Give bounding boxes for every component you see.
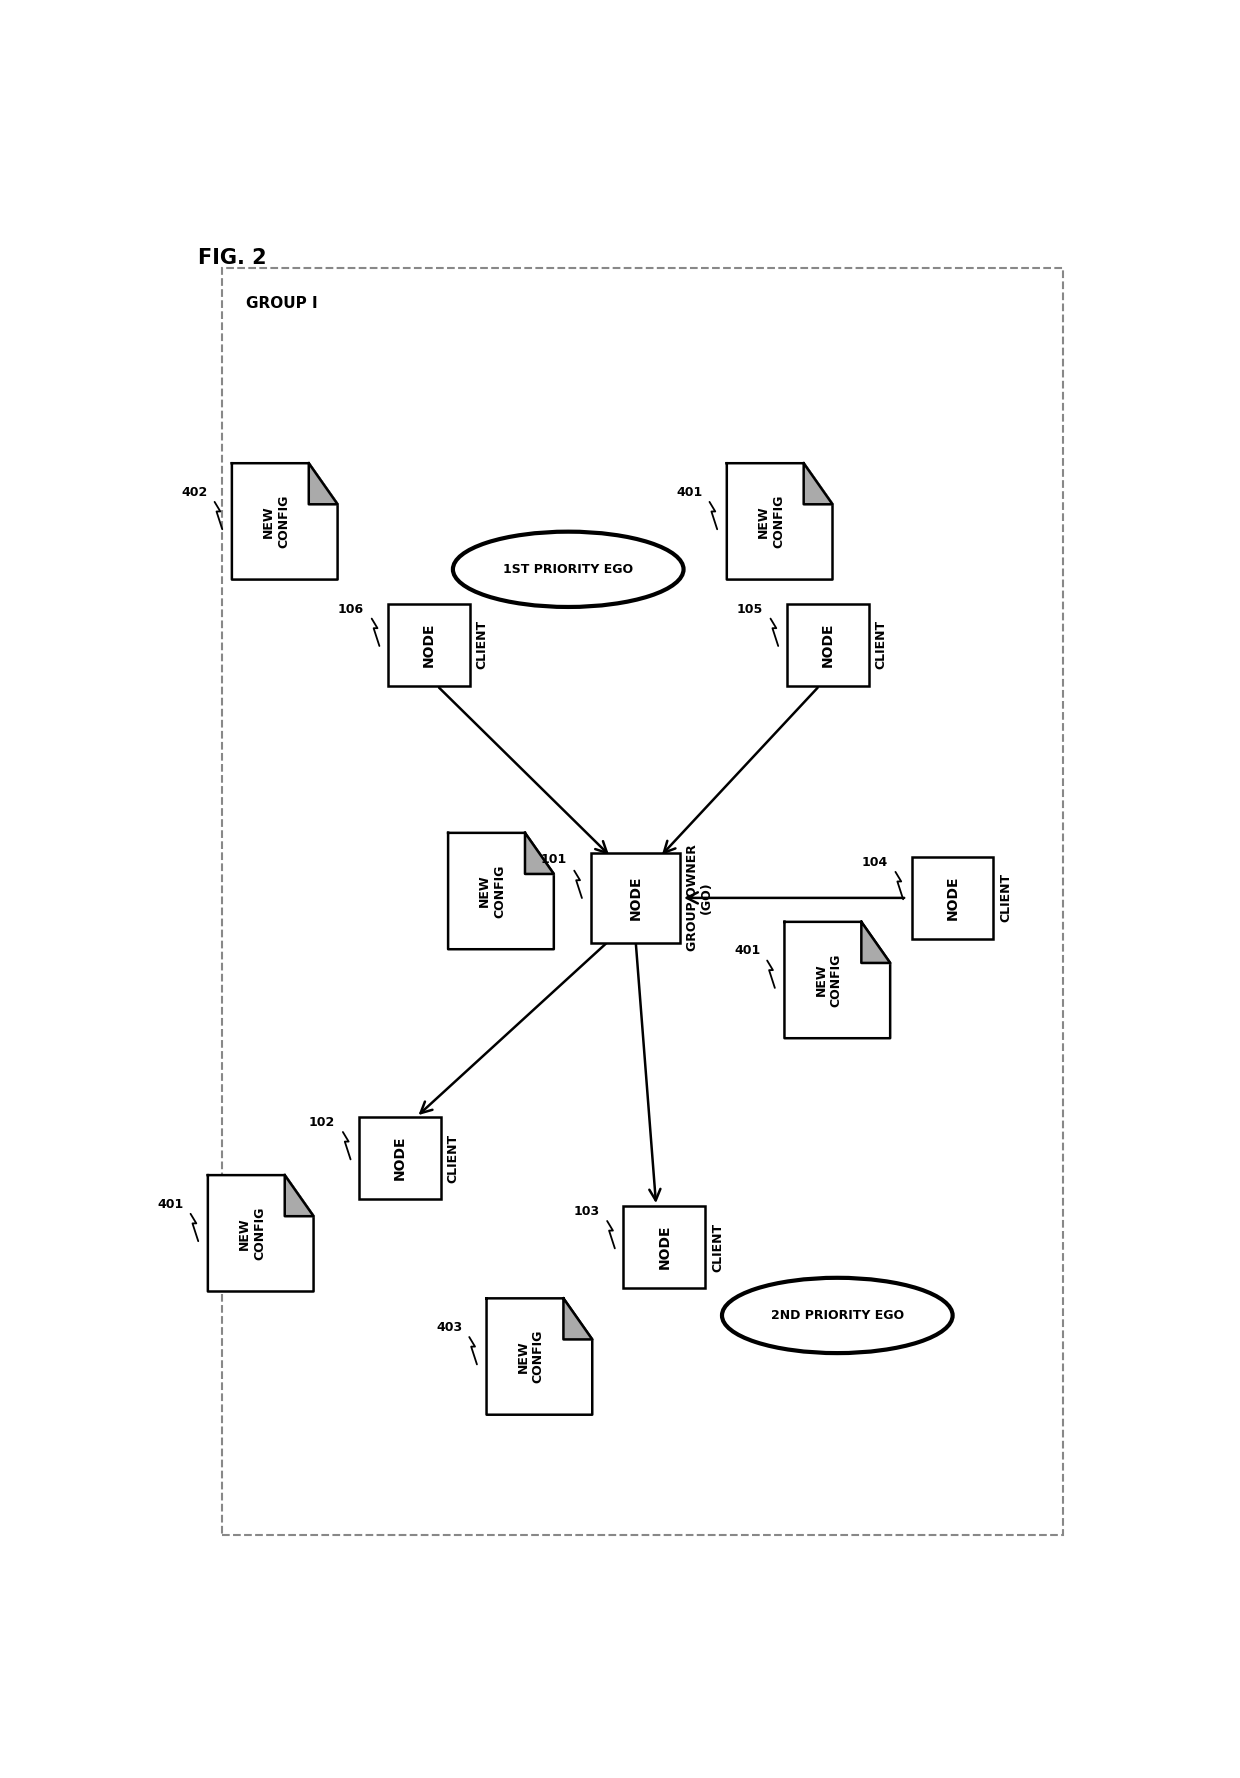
- Polygon shape: [486, 1298, 593, 1415]
- Bar: [360, 1117, 441, 1198]
- Ellipse shape: [453, 532, 683, 606]
- Text: NEW
CONFIG: NEW CONFIG: [479, 864, 506, 917]
- Text: NEW
CONFIG: NEW CONFIG: [262, 494, 290, 548]
- Polygon shape: [309, 464, 337, 505]
- Text: NODE: NODE: [821, 622, 835, 667]
- Polygon shape: [785, 921, 890, 1038]
- Text: CLIENT: CLIENT: [475, 621, 489, 669]
- Text: NODE: NODE: [946, 875, 960, 921]
- Polygon shape: [448, 832, 554, 949]
- Bar: [787, 603, 868, 686]
- Polygon shape: [232, 464, 337, 580]
- Text: 102: 102: [309, 1117, 335, 1129]
- Text: NEW
CONFIG: NEW CONFIG: [517, 1330, 544, 1383]
- Bar: [590, 853, 681, 942]
- Text: 104: 104: [862, 855, 888, 869]
- Polygon shape: [563, 1298, 593, 1339]
- Text: NEW
CONFIG: NEW CONFIG: [815, 953, 843, 1006]
- Bar: [222, 268, 1063, 1534]
- Text: CLIENT: CLIENT: [711, 1223, 724, 1271]
- Text: 101: 101: [541, 853, 567, 866]
- Text: NEW
CONFIG: NEW CONFIG: [756, 494, 785, 548]
- Text: 402: 402: [181, 485, 208, 500]
- Text: NODE: NODE: [629, 875, 642, 921]
- Text: 106: 106: [337, 603, 365, 615]
- Text: 2ND PRIORITY EGO: 2ND PRIORITY EGO: [771, 1309, 904, 1323]
- Polygon shape: [285, 1175, 314, 1216]
- Text: 401: 401: [157, 1198, 184, 1211]
- Bar: [911, 857, 993, 939]
- Text: (GO): (GO): [699, 882, 713, 914]
- Text: NEW
CONFIG: NEW CONFIG: [238, 1207, 267, 1261]
- Text: 401: 401: [734, 944, 760, 957]
- Polygon shape: [862, 921, 890, 964]
- Text: GROUP I: GROUP I: [247, 295, 317, 311]
- Text: FIG. 2: FIG. 2: [198, 247, 267, 267]
- Bar: [624, 1205, 706, 1287]
- Text: 105: 105: [737, 603, 763, 615]
- Text: NODE: NODE: [393, 1136, 407, 1181]
- Text: NODE: NODE: [422, 622, 436, 667]
- Text: CLIENT: CLIENT: [999, 873, 1012, 923]
- Polygon shape: [525, 832, 554, 875]
- Text: 401: 401: [677, 485, 703, 500]
- Text: CLIENT: CLIENT: [874, 621, 888, 669]
- Polygon shape: [208, 1175, 314, 1291]
- Polygon shape: [804, 464, 832, 505]
- Text: GROUP OWNER: GROUP OWNER: [686, 845, 699, 951]
- Text: 103: 103: [573, 1205, 599, 1218]
- Text: 1ST PRIORITY EGO: 1ST PRIORITY EGO: [503, 564, 634, 576]
- Ellipse shape: [722, 1278, 952, 1353]
- Text: 403: 403: [436, 1321, 463, 1334]
- Text: NODE: NODE: [657, 1225, 671, 1269]
- Text: CLIENT: CLIENT: [446, 1133, 460, 1182]
- Bar: [388, 603, 470, 686]
- Polygon shape: [727, 464, 832, 580]
